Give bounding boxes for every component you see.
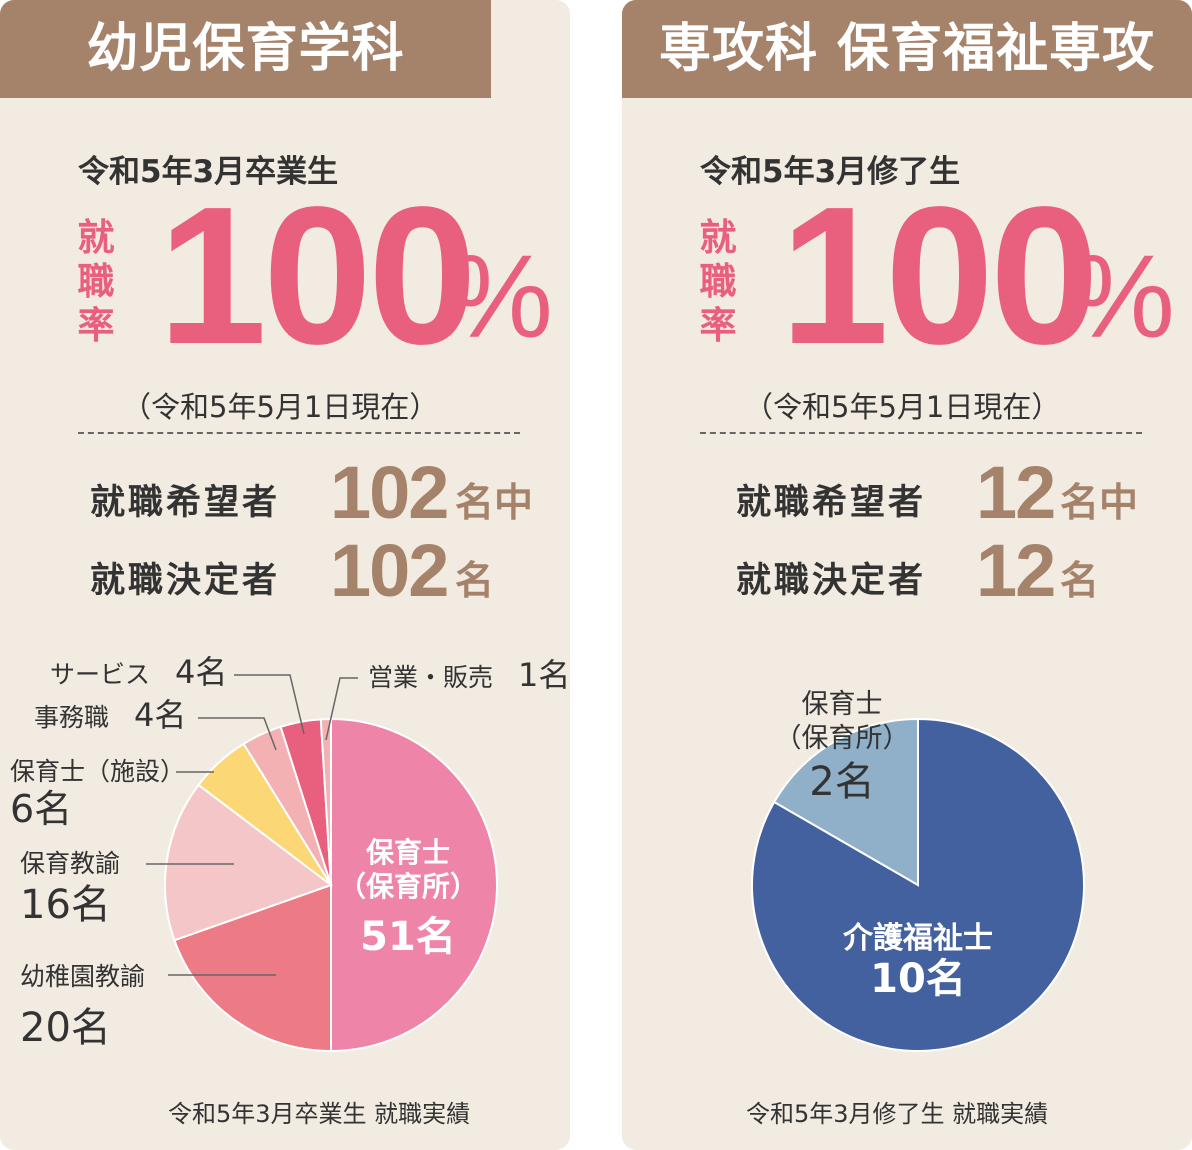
slice-label-line-0-0: 介護福祉士	[842, 921, 993, 956]
chart-caption: 令和5年3月卒業生 就職実績	[168, 1100, 471, 1128]
applicants-label: 就職希望者	[90, 483, 281, 523]
slice-value-4: 4名	[134, 696, 186, 734]
employment-rate-label: 就職率	[77, 216, 115, 347]
employment-rate-label: 就職率	[699, 216, 737, 347]
pie-slice-0	[751, 717, 1085, 1052]
as-of-date: （令和5年5月1日現在）	[122, 390, 439, 424]
employed-unit: 名	[455, 559, 495, 604]
slice-label-0: 介護福祉士 10名	[842, 921, 993, 1002]
chart-caption: 令和5年3月修了生 就職実績	[746, 1100, 1049, 1128]
employed-value: 102	[330, 529, 449, 612]
slice-label-1: 保育士（保育所） 2名	[775, 689, 910, 805]
employed-value: 12	[976, 529, 1056, 612]
employment-rate-unit: %	[448, 231, 553, 363]
applicants-label: 就職希望者	[736, 483, 927, 523]
slice-label-line-1-0: 保育士	[802, 689, 883, 720]
slice-label-1: 幼稚園教諭 20名	[20, 962, 145, 1051]
slice-label-line-1-1: （保育所）	[775, 723, 910, 754]
applicants-unit: 名中	[455, 481, 534, 526]
slice-value-6: 1名	[518, 656, 570, 694]
slice-label-0: 保育士（保育所） 51名	[338, 836, 478, 960]
slice-label-line-3-0: 保育士（施設）	[10, 757, 185, 786]
slice-label-line-2-0: 保育教諭	[20, 849, 120, 878]
divider	[700, 432, 1142, 434]
slice-value-3: 6名	[10, 787, 72, 831]
graduates-label: 令和5年3月修了生	[700, 154, 961, 190]
pie-slice-0	[330, 717, 498, 1053]
employed-label: 就職決定者	[736, 561, 927, 601]
leader-line-5	[234, 674, 305, 735]
slice-label-line-0-0: 保育士	[366, 836, 450, 869]
slice-label-3: 保育士（施設） 6名	[10, 757, 185, 831]
divider	[78, 432, 520, 434]
slice-label-line-0-1: （保育所）	[338, 870, 478, 903]
slice-value-5: 4名	[175, 653, 227, 691]
slice-value-0: 10名	[870, 956, 966, 1002]
slice-label-text-4: 事務職	[34, 703, 134, 732]
pie-slice-1	[772, 717, 919, 887]
slice-label-4: 事務職 4名	[34, 696, 186, 734]
employment-rate-value: 100	[158, 166, 477, 385]
panel-title: 専攻科 保育福祉専攻	[622, 0, 1192, 98]
panel-title: 幼児保育学科	[0, 0, 491, 98]
employed-unit: 名	[1060, 559, 1100, 604]
slice-label-2: 保育教諭 16名	[20, 849, 120, 928]
applicants-unit: 名中	[1060, 481, 1139, 526]
slice-label-6: 営業・販売 1名	[368, 656, 570, 694]
applicants-value: 12	[976, 451, 1056, 534]
employment-rate-unit: %	[1070, 231, 1175, 363]
leader-line-4	[198, 717, 277, 751]
employment-rate-value: 100	[780, 166, 1099, 385]
leader-line-6	[325, 677, 358, 741]
slice-value-1: 2名	[809, 759, 874, 805]
left-panel: 幼児保育学科 令和5年3月卒業生 就職率 100 % （令和5年5月1日現在） …	[0, 0, 570, 1150]
employed-label: 就職決定者	[90, 561, 281, 601]
applicants-value: 102	[330, 451, 449, 534]
slice-label-line-1-0: 幼稚園教諭	[20, 962, 145, 991]
slice-value-2: 16名	[20, 882, 111, 928]
graduates-label: 令和5年3月卒業生	[78, 154, 339, 190]
right-panel: 専攻科 保育福祉専攻 令和5年3月修了生 就職率 100 % （令和5年5月1日…	[622, 0, 1192, 1150]
slice-value-1: 20名	[20, 1005, 111, 1051]
slice-label-text-6: 営業・販売	[368, 663, 518, 692]
slice-value-0: 51名	[360, 914, 456, 960]
slice-label-5: サービス 4名	[50, 653, 227, 691]
employment-pie-chart: 介護福祉士 10名 保育士（保育所） 2名	[751, 689, 1085, 1052]
as-of-date: （令和5年5月1日現在）	[744, 390, 1061, 424]
pie-slice-2	[164, 783, 334, 942]
slice-label-text-5: サービス	[50, 660, 175, 689]
